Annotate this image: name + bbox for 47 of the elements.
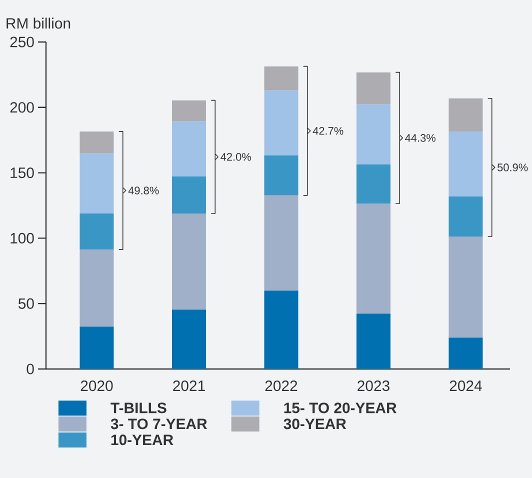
- x-tick-label: 2024: [450, 380, 482, 392]
- x-tick-label: 2020: [80, 380, 113, 392]
- legend-label: 15- TO 20-YEAR: [284, 402, 397, 414]
- x-tick-label: 2021: [173, 380, 205, 392]
- legend-label: T-BILLS: [110, 402, 166, 414]
- bar: [448, 98, 483, 132]
- annotation: 50.9%: [498, 164, 528, 172]
- bar: [448, 338, 483, 369]
- annotation: 42.0%: [220, 153, 251, 161]
- bar: [356, 104, 390, 164]
- bar: [172, 310, 206, 369]
- bar: [448, 196, 483, 236]
- bar: [80, 213, 114, 250]
- bar: [448, 236, 483, 338]
- y-tick-label: 100: [10, 232, 34, 244]
- bar: [264, 66, 298, 90]
- legend-label: 10-YEAR: [111, 434, 174, 446]
- x-tick-label: 2023: [358, 380, 390, 392]
- legend-label: 3- TO 7-YEAR: [110, 418, 208, 430]
- annotation: 44.3%: [405, 134, 436, 142]
- bar: [356, 72, 390, 104]
- y-tick-label: 150: [10, 167, 34, 178]
- annotation: 42.7%: [312, 127, 344, 135]
- bar: [172, 213, 206, 310]
- bar: [356, 164, 390, 204]
- bar: [356, 314, 390, 369]
- y-tick-label: 250: [10, 36, 34, 48]
- bar: [264, 90, 298, 156]
- bar: [80, 131, 114, 154]
- bar: [356, 204, 390, 314]
- bar: [172, 176, 206, 214]
- x-tick-label: 2022: [265, 380, 298, 392]
- y-tick-label: 0: [26, 364, 34, 374]
- legend-label: 30-YEAR: [284, 418, 346, 430]
- y-tick-label: 50: [18, 298, 34, 309]
- annotation: 49.8%: [128, 186, 159, 194]
- bar: [264, 195, 298, 291]
- bar: [172, 121, 206, 176]
- bar: [80, 326, 114, 369]
- bar: [172, 100, 206, 122]
- bar: [264, 155, 298, 196]
- bar: [264, 290, 298, 369]
- bar: [80, 250, 114, 327]
- bar: [80, 153, 114, 214]
- y-tick-label: 200: [10, 102, 34, 113]
- bar: [448, 131, 483, 196]
- y-axis-title: RM billion: [6, 18, 70, 29]
